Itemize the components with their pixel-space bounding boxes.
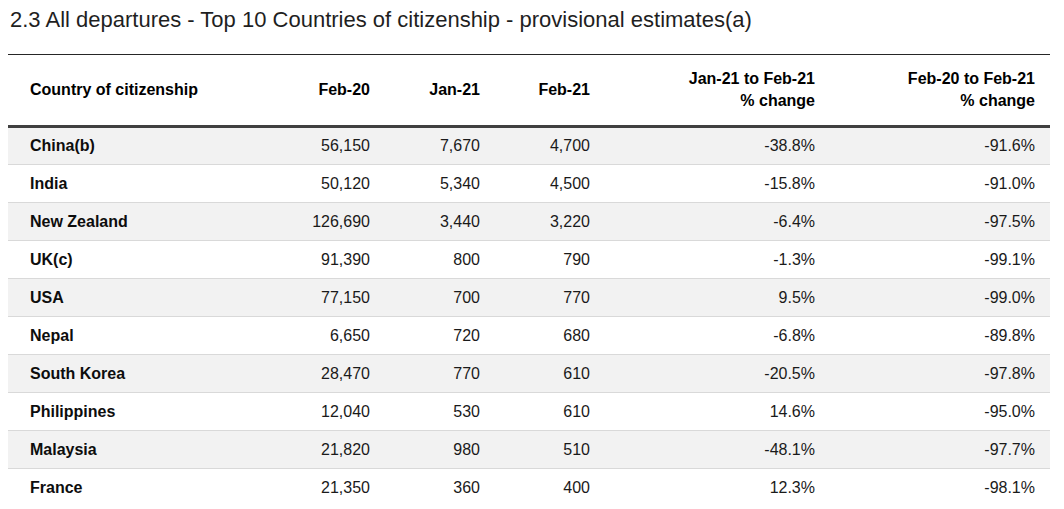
mom-change-cell: -1.3% xyxy=(590,241,815,279)
feb21-cell: 400 xyxy=(480,469,590,507)
jan21-cell: 5,340 xyxy=(370,165,480,203)
feb20-cell: 91,390 xyxy=(258,241,370,279)
country-cell: Malaysia xyxy=(8,431,258,469)
feb20-cell: 77,150 xyxy=(258,279,370,317)
mom-change-cell: -48.1% xyxy=(590,431,815,469)
table-header-row: Country of citizenship Feb-20 Jan-21 Feb… xyxy=(8,55,1050,127)
column-header-feb20: Feb-20 xyxy=(258,55,370,127)
table-row: USA 77,150 700 770 9.5% -99.0% xyxy=(8,279,1050,317)
column-header-jan21-feb21-change: Jan-21 to Feb-21 % change xyxy=(590,55,815,127)
country-cell: India xyxy=(8,165,258,203)
jan21-cell: 700 xyxy=(370,279,480,317)
feb20-cell: 21,350 xyxy=(258,469,370,507)
jan21-cell: 800 xyxy=(370,241,480,279)
feb21-cell: 610 xyxy=(480,355,590,393)
jan21-cell: 360 xyxy=(370,469,480,507)
mom-change-cell: -6.8% xyxy=(590,317,815,355)
mom-change-cell: -6.4% xyxy=(590,203,815,241)
table-row: UK(c) 91,390 800 790 -1.3% -99.1% xyxy=(8,241,1050,279)
column-header-feb21: Feb-21 xyxy=(480,55,590,127)
column-header-jan21: Jan-21 xyxy=(370,55,480,127)
jan21-cell: 3,440 xyxy=(370,203,480,241)
jan21-cell: 720 xyxy=(370,317,480,355)
feb21-cell: 790 xyxy=(480,241,590,279)
table-row: France 21,350 360 400 12.3% -98.1% xyxy=(8,469,1050,507)
jan21-cell: 770 xyxy=(370,355,480,393)
feb20-cell: 28,470 xyxy=(258,355,370,393)
column-header-feb20-feb21-change: Feb-20 to Feb-21 % change xyxy=(815,55,1050,127)
feb21-cell: 4,500 xyxy=(480,165,590,203)
country-cell: China(b) xyxy=(8,127,258,165)
feb21-cell: 3,220 xyxy=(480,203,590,241)
yoy-change-cell: -95.0% xyxy=(815,393,1050,431)
yoy-change-cell: -97.7% xyxy=(815,431,1050,469)
mom-change-cell: 12.3% xyxy=(590,469,815,507)
table-row: China(b) 56,150 7,670 4,700 -38.8% -91.6… xyxy=(8,127,1050,165)
departures-table: Country of citizenship Feb-20 Jan-21 Feb… xyxy=(8,54,1050,507)
yoy-change-cell: -99.0% xyxy=(815,279,1050,317)
feb20-cell: 21,820 xyxy=(258,431,370,469)
yoy-change-cell: -97.5% xyxy=(815,203,1050,241)
feb21-cell: 510 xyxy=(480,431,590,469)
table-row: South Korea 28,470 770 610 -20.5% -97.8% xyxy=(8,355,1050,393)
country-cell: France xyxy=(8,469,258,507)
column-header-country: Country of citizenship xyxy=(8,55,258,127)
mom-change-cell: -20.5% xyxy=(590,355,815,393)
feb21-cell: 610 xyxy=(480,393,590,431)
feb21-cell: 770 xyxy=(480,279,590,317)
mom-change-cell: 14.6% xyxy=(590,393,815,431)
table-row: Malaysia 21,820 980 510 -48.1% -97.7% xyxy=(8,431,1050,469)
mom-change-cell: -38.8% xyxy=(590,127,815,165)
feb21-cell: 680 xyxy=(480,317,590,355)
page-title: 2.3 All departures - Top 10 Countries of… xyxy=(8,5,1064,34)
feb20-cell: 12,040 xyxy=(258,393,370,431)
mom-change-cell: -15.8% xyxy=(590,165,815,203)
table-row: India 50,120 5,340 4,500 -15.8% -91.0% xyxy=(8,165,1050,203)
page: 2.3 All departures - Top 10 Countries of… xyxy=(0,0,1064,507)
table-row: Nepal 6,650 720 680 -6.8% -89.8% xyxy=(8,317,1050,355)
mom-change-cell: 9.5% xyxy=(590,279,815,317)
yoy-change-cell: -91.6% xyxy=(815,127,1050,165)
country-cell: UK(c) xyxy=(8,241,258,279)
jan21-cell: 980 xyxy=(370,431,480,469)
jan21-cell: 530 xyxy=(370,393,480,431)
feb20-cell: 50,120 xyxy=(258,165,370,203)
yoy-change-cell: -89.8% xyxy=(815,317,1050,355)
feb21-cell: 4,700 xyxy=(480,127,590,165)
yoy-change-cell: -91.0% xyxy=(815,165,1050,203)
country-cell: Nepal xyxy=(8,317,258,355)
country-cell: Philippines xyxy=(8,393,258,431)
yoy-change-cell: -97.8% xyxy=(815,355,1050,393)
feb20-cell: 126,690 xyxy=(258,203,370,241)
yoy-change-cell: -98.1% xyxy=(815,469,1050,507)
country-cell: New Zealand xyxy=(8,203,258,241)
country-cell: USA xyxy=(8,279,258,317)
table-row: Philippines 12,040 530 610 14.6% -95.0% xyxy=(8,393,1050,431)
yoy-change-cell: -99.1% xyxy=(815,241,1050,279)
table-row: New Zealand 126,690 3,440 3,220 -6.4% -9… xyxy=(8,203,1050,241)
jan21-cell: 7,670 xyxy=(370,127,480,165)
feb20-cell: 6,650 xyxy=(258,317,370,355)
country-cell: South Korea xyxy=(8,355,258,393)
feb20-cell: 56,150 xyxy=(258,127,370,165)
